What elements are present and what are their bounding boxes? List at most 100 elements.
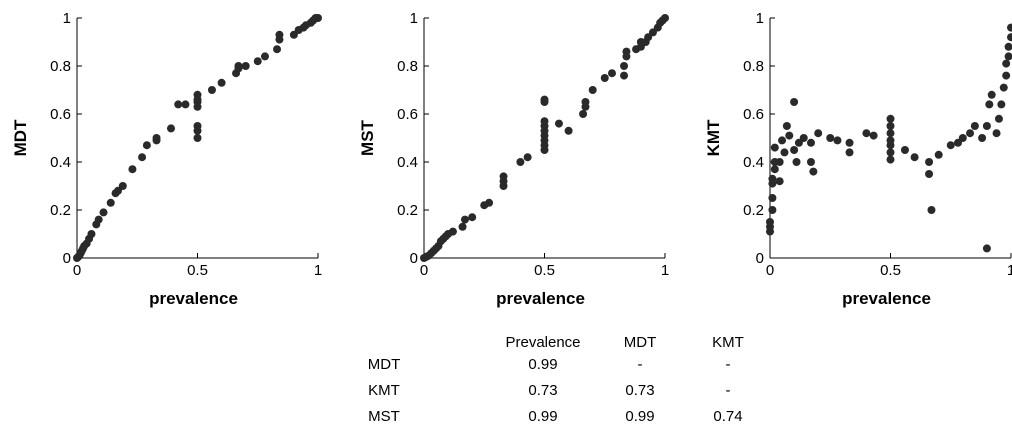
data-point bbox=[766, 218, 774, 226]
y-tick-label: 1 bbox=[410, 10, 418, 27]
data-point bbox=[193, 122, 202, 130]
data-point bbox=[768, 174, 777, 183]
data-point bbox=[862, 129, 871, 138]
data-point bbox=[600, 74, 609, 82]
data-point bbox=[234, 62, 243, 70]
data-point bbox=[622, 47, 631, 56]
data-point bbox=[499, 172, 508, 181]
data-point bbox=[886, 114, 895, 123]
y-tick-label: 0.2 bbox=[397, 202, 418, 219]
data-point bbox=[607, 69, 616, 78]
x-axis-title: prevalence bbox=[842, 289, 931, 308]
data-point bbox=[886, 148, 895, 157]
y-tick-label: 0 bbox=[63, 250, 71, 267]
data-point bbox=[523, 153, 532, 162]
data-point bbox=[886, 155, 895, 164]
data-point bbox=[999, 83, 1008, 92]
data-point bbox=[128, 165, 137, 174]
data-point bbox=[1002, 59, 1011, 68]
data-point bbox=[579, 110, 588, 118]
data-point bbox=[826, 134, 835, 142]
column-header-kmt: KMT bbox=[712, 334, 744, 351]
data-point bbox=[982, 122, 991, 130]
data-point bbox=[554, 119, 563, 128]
table-cell: - bbox=[637, 356, 643, 373]
data-point bbox=[970, 122, 979, 130]
data-point bbox=[925, 170, 934, 178]
x-tick-label: 0 bbox=[766, 262, 774, 279]
scatter-panel-mst: 0 0.2 0.4 0.6 0.8 1 0 0.5 1 prevalence MST bbox=[358, 10, 669, 308]
data-point bbox=[792, 158, 801, 166]
data-point bbox=[94, 215, 103, 224]
data-point bbox=[1004, 52, 1012, 61]
correlation-table: Prevalence MDT KMT MDT 0.99 - - KMT 0.73… bbox=[352, 334, 752, 430]
data-point bbox=[886, 129, 895, 138]
data-point bbox=[770, 165, 779, 174]
data-point bbox=[516, 158, 525, 166]
table-cell: 0.99 bbox=[528, 356, 558, 373]
data-point bbox=[275, 30, 284, 39]
data-point bbox=[458, 222, 467, 231]
x-tick-label: 0 bbox=[420, 262, 428, 279]
y-tick-label: 0.6 bbox=[397, 106, 418, 123]
data-point bbox=[181, 100, 190, 109]
y-tick-label: 0.6 bbox=[50, 106, 71, 123]
row-label-mst: MST bbox=[368, 408, 400, 425]
x-tick-label: 0.5 bbox=[534, 262, 555, 279]
data-point bbox=[174, 100, 183, 109]
scatter-charts: 0 0.2 0.4 0.6 0.8 1 0 0.5 1 prevalence MDT 0 0.2 0.4 0… bbox=[11, 10, 1012, 308]
y-tick-label: 0.8 bbox=[397, 58, 418, 75]
x-tick-label: 1 bbox=[1007, 262, 1012, 279]
table-cell: 0.73 bbox=[625, 382, 655, 399]
data-point bbox=[997, 100, 1006, 109]
data-point bbox=[770, 143, 779, 152]
y-tick-label: 0 bbox=[756, 250, 764, 267]
y-tick-label: 1 bbox=[63, 10, 71, 27]
data-point bbox=[460, 215, 469, 224]
data-point bbox=[886, 122, 895, 130]
data-point bbox=[217, 78, 226, 87]
data-point bbox=[900, 146, 909, 154]
data-point bbox=[985, 100, 994, 109]
y-tick-label: 0.4 bbox=[397, 154, 418, 171]
data-point bbox=[768, 206, 777, 214]
y-tick-label: 0.2 bbox=[743, 202, 764, 219]
data-point bbox=[1007, 33, 1012, 42]
data-point bbox=[87, 230, 96, 238]
scatter-panel-kmt: 0 0.2 0.4 0.6 0.8 1 0 0.5 1 prevalence KMT bbox=[704, 10, 1012, 308]
data-point bbox=[982, 244, 991, 253]
data-point bbox=[142, 141, 151, 150]
column-header-prevalence: Prevalence bbox=[505, 334, 581, 351]
data-point bbox=[468, 213, 477, 222]
data-point bbox=[780, 148, 789, 157]
data-point bbox=[1004, 42, 1012, 51]
table-cell: 0.99 bbox=[625, 408, 655, 425]
data-point bbox=[806, 158, 815, 166]
y-tick-label: 1 bbox=[756, 10, 764, 27]
y-tick-label: 0.4 bbox=[743, 154, 764, 171]
row-label-kmt: KMT bbox=[368, 382, 400, 399]
data-point bbox=[925, 158, 934, 166]
data-point bbox=[927, 206, 936, 214]
y-tick-label: 0.4 bbox=[50, 154, 71, 171]
data-point bbox=[958, 134, 967, 142]
y-axis-title: MDT bbox=[11, 119, 30, 156]
table-cell: 0.74 bbox=[713, 408, 743, 425]
data-point bbox=[138, 153, 147, 162]
x-tick-label: 0 bbox=[73, 262, 81, 279]
data-point bbox=[994, 114, 1003, 123]
scatter-panel-mdt: 0 0.2 0.4 0.6 0.8 1 0 0.5 1 prevalence MDT bbox=[11, 10, 322, 308]
x-tick-label: 1 bbox=[661, 262, 669, 279]
x-tick-label: 0.5 bbox=[880, 262, 901, 279]
data-point bbox=[775, 177, 784, 186]
column-header-mdt: MDT bbox=[623, 334, 657, 351]
x-tick-label: 0.5 bbox=[187, 262, 208, 279]
data-point bbox=[99, 208, 108, 217]
y-tick-label: 0.8 bbox=[50, 58, 71, 75]
x-axis-title: prevalence bbox=[149, 289, 238, 308]
data-point bbox=[833, 136, 842, 145]
data-point bbox=[620, 71, 629, 80]
data-point bbox=[540, 117, 549, 126]
data-point bbox=[588, 86, 597, 94]
data-point bbox=[814, 129, 823, 138]
